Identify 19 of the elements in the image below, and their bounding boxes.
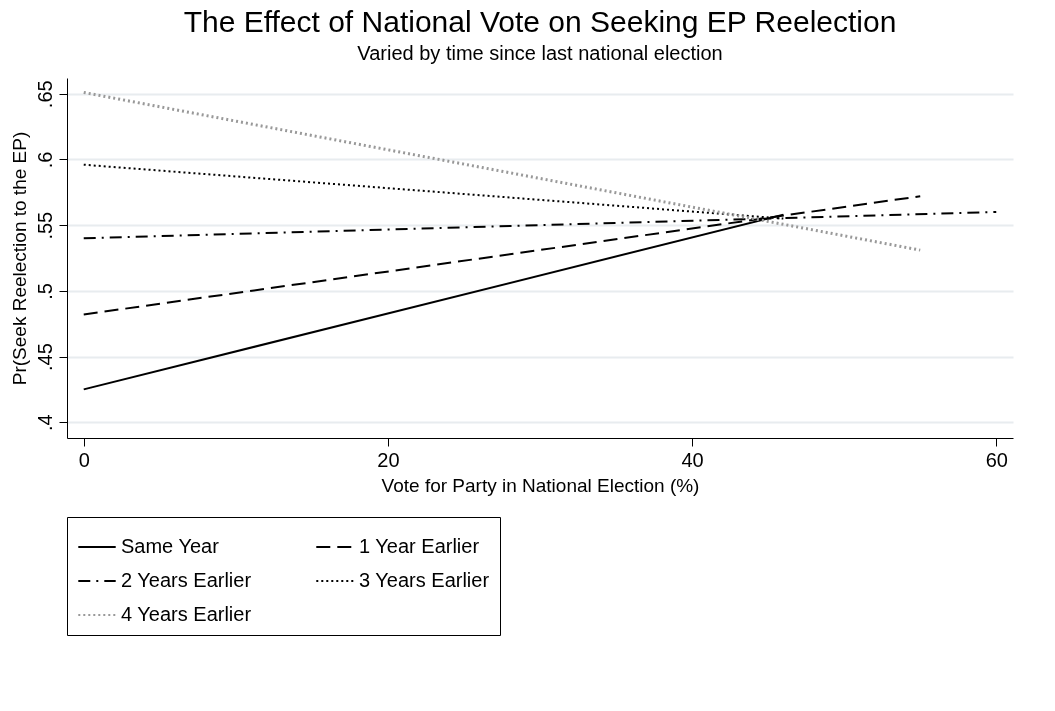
x-tick-label: 40 [681, 448, 704, 471]
chart-subtitle: Varied by time since last national election [357, 42, 723, 64]
x-tick-label: 20 [377, 448, 400, 471]
x-tick-label: 0 [78, 448, 90, 471]
y-tick-label: .65 [33, 80, 56, 109]
y-tick-label: .4 [33, 414, 56, 432]
y-tick-label: .6 [33, 151, 56, 169]
chart-title: The Effect of National Vote on Seeking EP Reelection [183, 5, 897, 38]
y-tick-label: .5 [33, 283, 56, 300]
y-tick-label: .45 [33, 343, 56, 371]
legend-label: Same Year [121, 535, 220, 557]
legend-label: 1 Year Earlier [359, 535, 480, 557]
legend-label: 2 Years Earlier [121, 569, 252, 591]
legend-label: 4 Years Earlier [121, 603, 252, 625]
y-axis-title: Pr(Seek Reelection to the EP) [8, 131, 30, 386]
y-tick-label: .55 [33, 211, 56, 240]
x-tick-label: 60 [985, 448, 1008, 471]
legend-label: 3 Years Earlier [359, 569, 490, 591]
x-axis-title: Vote for Party in National Election (%) [381, 474, 700, 496]
